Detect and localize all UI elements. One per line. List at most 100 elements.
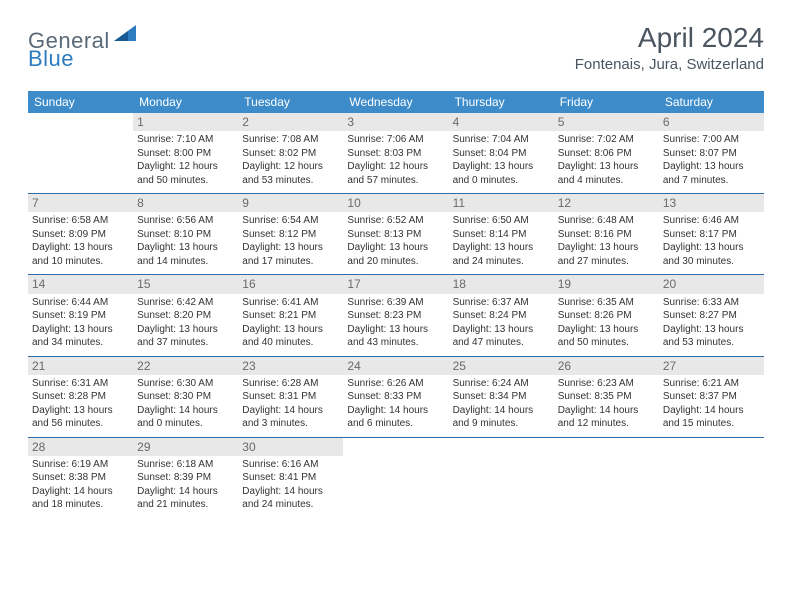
cell-text: Sunrise: 6:19 AM (32, 458, 129, 472)
cell-text: Daylight: 14 hours (453, 404, 550, 418)
cell-text: Sunset: 8:16 PM (558, 228, 655, 242)
cell-text: Sunrise: 6:58 AM (32, 214, 129, 228)
day-cell: 20Sunrise: 6:33 AMSunset: 8:27 PMDayligh… (659, 275, 764, 356)
cell-text: Daylight: 13 hours (32, 241, 129, 255)
cell-text: Daylight: 13 hours (663, 160, 760, 174)
day-cell (449, 437, 554, 518)
day-cell: 28Sunrise: 6:19 AMSunset: 8:38 PMDayligh… (28, 437, 133, 518)
cell-text: Sunrise: 6:41 AM (242, 296, 339, 310)
cell-text: and 56 minutes. (32, 417, 129, 431)
day-cell: 25Sunrise: 6:24 AMSunset: 8:34 PMDayligh… (449, 356, 554, 437)
cell-text: Sunset: 8:39 PM (137, 471, 234, 485)
cell-text: Sunrise: 6:23 AM (558, 377, 655, 391)
cell-text: Sunrise: 6:18 AM (137, 458, 234, 472)
day-header-tuesday: Tuesday (238, 91, 343, 113)
day-header-friday: Friday (554, 91, 659, 113)
cell-text: and 57 minutes. (347, 174, 444, 188)
day-cell: 29Sunrise: 6:18 AMSunset: 8:39 PMDayligh… (133, 437, 238, 518)
day-header-saturday: Saturday (659, 91, 764, 113)
cell-text: Sunrise: 6:44 AM (32, 296, 129, 310)
cell-text: Daylight: 14 hours (242, 404, 339, 418)
day-cell: 19Sunrise: 6:35 AMSunset: 8:26 PMDayligh… (554, 275, 659, 356)
cell-text: Sunset: 8:09 PM (32, 228, 129, 242)
cell-text: Daylight: 12 hours (242, 160, 339, 174)
day-cell: 26Sunrise: 6:23 AMSunset: 8:35 PMDayligh… (554, 356, 659, 437)
cell-text: and 34 minutes. (32, 336, 129, 350)
day-number: 7 (28, 194, 133, 212)
logo-blue-wrap: Blue (30, 46, 74, 72)
day-cell: 23Sunrise: 6:28 AMSunset: 8:31 PMDayligh… (238, 356, 343, 437)
page-header: General April 2024 Fontenais, Jura, Swit… (28, 22, 764, 73)
cell-text: Sunset: 8:04 PM (453, 147, 550, 161)
day-number: 17 (343, 275, 448, 293)
cell-text: Sunset: 8:37 PM (663, 390, 760, 404)
cell-text: Daylight: 13 hours (32, 404, 129, 418)
cell-text: Sunrise: 6:21 AM (663, 377, 760, 391)
day-number: 24 (343, 357, 448, 375)
day-number: 12 (554, 194, 659, 212)
cell-text: Sunrise: 6:50 AM (453, 214, 550, 228)
cell-text: and 37 minutes. (137, 336, 234, 350)
day-cell: 18Sunrise: 6:37 AMSunset: 8:24 PMDayligh… (449, 275, 554, 356)
day-cell: 1Sunrise: 7:10 AMSunset: 8:00 PMDaylight… (133, 113, 238, 194)
cell-text: and 0 minutes. (453, 174, 550, 188)
day-number: 30 (238, 438, 343, 456)
cell-text: Sunset: 8:00 PM (137, 147, 234, 161)
logo-triangle-icon (114, 25, 136, 46)
cell-text: and 6 minutes. (347, 417, 444, 431)
day-cell: 14Sunrise: 6:44 AMSunset: 8:19 PMDayligh… (28, 275, 133, 356)
cell-text: Sunrise: 6:24 AM (453, 377, 550, 391)
location-text: Fontenais, Jura, Switzerland (575, 56, 764, 73)
cell-text: Daylight: 13 hours (453, 323, 550, 337)
cell-text: Sunset: 8:28 PM (32, 390, 129, 404)
cell-text: Sunrise: 6:28 AM (242, 377, 339, 391)
week-row: 7 Sunrise: 6:58 AMSunset: 8:09 PMDaylight… (28, 194, 764, 275)
day-cell: 24Sunrise: 6:26 AMSunset: 8:33 PMDayligh… (343, 356, 448, 437)
cell-text: Sunset: 8:24 PM (453, 309, 550, 323)
cell-text: Daylight: 13 hours (558, 323, 655, 337)
cell-text: Daylight: 14 hours (242, 485, 339, 499)
cell-text: Sunrise: 6:33 AM (663, 296, 760, 310)
cell-text: and 53 minutes. (242, 174, 339, 188)
cell-text: Sunrise: 6:46 AM (663, 214, 760, 228)
day-cell: 13Sunrise: 6:46 AMSunset: 8:17 PMDayligh… (659, 194, 764, 275)
day-cell: 21Sunrise: 6:31 AMSunset: 8:28 PMDayligh… (28, 356, 133, 437)
cell-text: Sunset: 8:41 PM (242, 471, 339, 485)
cell-text: Sunset: 8:12 PM (242, 228, 339, 242)
day-number: 3 (343, 113, 448, 131)
cell-text: Sunset: 8:19 PM (32, 309, 129, 323)
cell-text: Daylight: 14 hours (137, 485, 234, 499)
cell-text: Sunset: 8:33 PM (347, 390, 444, 404)
cell-text: Sunset: 8:13 PM (347, 228, 444, 242)
day-cell: 7 Sunrise: 6:58 AMSunset: 8:09 PMDaylight… (28, 194, 133, 275)
day-cell: 6Sunrise: 7:00 AMSunset: 8:07 PMDaylight… (659, 113, 764, 194)
cell-text: Sunrise: 7:08 AM (242, 133, 339, 147)
day-cell: 12Sunrise: 6:48 AMSunset: 8:16 PMDayligh… (554, 194, 659, 275)
cell-text: Sunset: 8:38 PM (32, 471, 129, 485)
cell-text: Sunrise: 6:56 AM (137, 214, 234, 228)
day-cell: 9Sunrise: 6:54 AMSunset: 8:12 PMDaylight… (238, 194, 343, 275)
day-number: 22 (133, 357, 238, 375)
day-header-sunday: Sunday (28, 91, 133, 113)
cell-text: Sunset: 8:27 PM (663, 309, 760, 323)
cell-text: Sunrise: 6:42 AM (137, 296, 234, 310)
day-cell: 16Sunrise: 6:41 AMSunset: 8:21 PMDayligh… (238, 275, 343, 356)
cell-text: Daylight: 13 hours (453, 160, 550, 174)
cell-text: and 24 minutes. (453, 255, 550, 269)
cell-text: Sunset: 8:34 PM (453, 390, 550, 404)
cell-text: and 50 minutes. (558, 336, 655, 350)
day-number: 13 (659, 194, 764, 212)
day-number: 21 (28, 357, 133, 375)
calendar-body: 1Sunrise: 7:10 AMSunset: 8:00 PMDaylight… (28, 113, 764, 518)
day-number: 1 (133, 113, 238, 131)
cell-text: Daylight: 14 hours (347, 404, 444, 418)
cell-text: Sunrise: 6:39 AM (347, 296, 444, 310)
cell-text: and 12 minutes. (558, 417, 655, 431)
cell-text: Sunset: 8:03 PM (347, 147, 444, 161)
day-number: 23 (238, 357, 343, 375)
day-number: 2 (238, 113, 343, 131)
day-cell: 11Sunrise: 6:50 AMSunset: 8:14 PMDayligh… (449, 194, 554, 275)
cell-text: and 3 minutes. (242, 417, 339, 431)
cell-text: and 43 minutes. (347, 336, 444, 350)
cell-text: and 24 minutes. (242, 498, 339, 512)
